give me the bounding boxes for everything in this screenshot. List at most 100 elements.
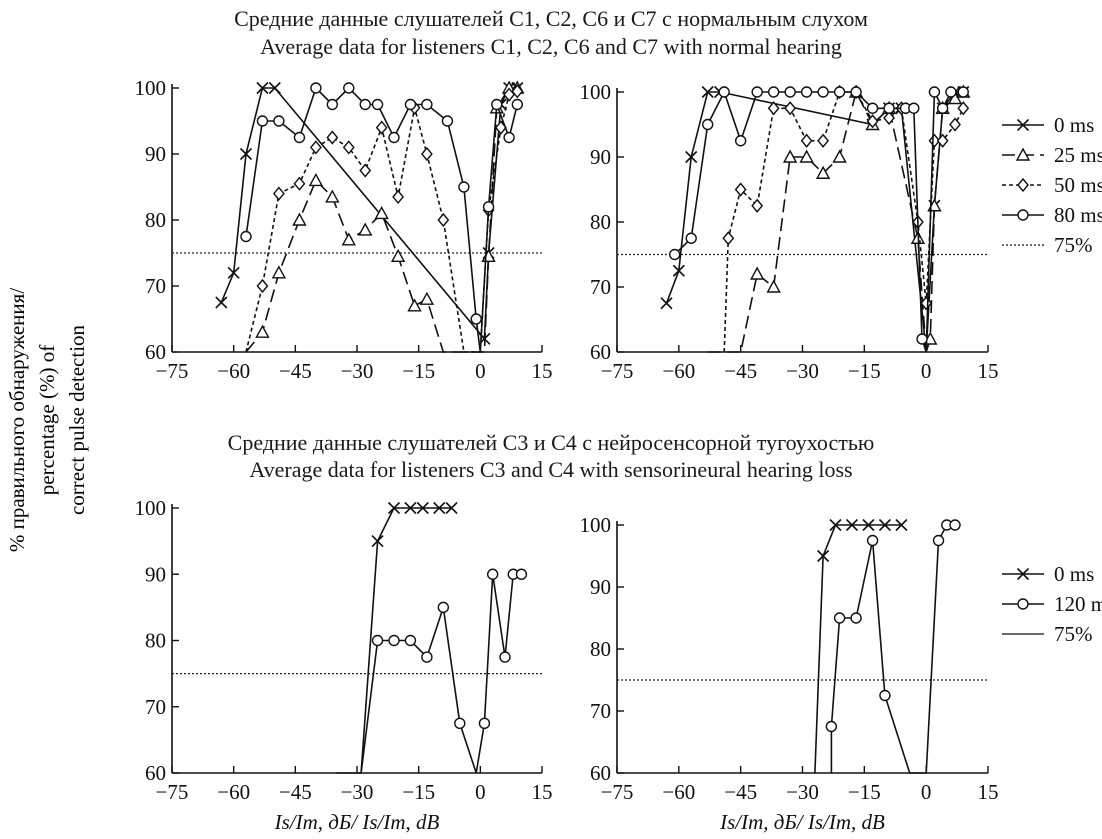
data-point — [734, 182, 747, 197]
data-point — [511, 98, 524, 111]
series-line — [245, 86, 519, 353]
data-point — [271, 265, 287, 279]
data-point — [832, 149, 847, 163]
x-tick-label: 0 — [921, 359, 932, 383]
ylabel-line-2: percentage (%) of — [35, 345, 59, 495]
data-point — [273, 115, 285, 127]
bottom-title-en: Average data for listeners C3 and C4 wit… — [249, 457, 853, 482]
data-point — [782, 149, 798, 163]
x-tick-label: −45 — [724, 780, 757, 804]
data-point — [404, 98, 417, 111]
legend-label: 75% — [1054, 233, 1093, 257]
top-title-en: Average data for listeners C1, C2, C6 an… — [260, 34, 842, 59]
x-tick-label: −15 — [848, 359, 881, 383]
y-tick-label: 90 — [145, 142, 166, 166]
data-point — [669, 248, 681, 261]
data-point — [256, 278, 269, 294]
data-point — [829, 518, 842, 532]
series-line — [707, 89, 964, 353]
legend-marker — [1015, 147, 1031, 161]
data-point — [866, 102, 879, 114]
data-point — [445, 501, 458, 515]
x-tick-label: −75 — [601, 359, 634, 383]
top-title-ru: Средние данные слушателей С1, С2, С6 и С… — [234, 6, 868, 31]
data-point — [388, 131, 400, 144]
data-point — [515, 568, 528, 580]
data-point — [866, 114, 879, 129]
data-point — [799, 149, 814, 163]
data-point — [458, 181, 470, 193]
y-tick-label: 80 — [590, 210, 611, 234]
data-point — [421, 651, 433, 663]
y-tick-label: 70 — [590, 275, 611, 299]
data-point — [784, 86, 796, 98]
data-point — [850, 612, 862, 624]
data-point — [947, 91, 963, 105]
x-tick-label: −60 — [217, 359, 250, 383]
y-tick-label: 100 — [135, 496, 167, 520]
legend-top: 0 ms 25 ms 50 ms 80 ms 75% — [1002, 113, 1102, 257]
data-point — [817, 549, 830, 563]
data-point — [503, 131, 515, 144]
data-point — [511, 84, 524, 99]
series-line — [830, 524, 955, 774]
data-point — [800, 86, 813, 98]
data-point — [920, 296, 933, 311]
data-point — [949, 117, 961, 132]
y-tick-label: 60 — [590, 761, 611, 785]
data-point — [359, 98, 371, 111]
data-point — [292, 212, 307, 226]
data-point — [342, 140, 355, 155]
data-point — [404, 634, 417, 647]
y-tick-label: 80 — [145, 629, 166, 653]
data-point — [388, 634, 400, 647]
data-point — [421, 98, 433, 111]
data-point — [358, 222, 373, 236]
data-point — [672, 264, 685, 277]
x-tick-label: −45 — [724, 359, 757, 383]
y-tick-label: 80 — [590, 637, 611, 661]
data-point — [766, 279, 781, 293]
data-point — [949, 519, 961, 531]
legend-label: 50 ms — [1054, 173, 1102, 197]
data-point — [390, 248, 406, 262]
data-point — [850, 86, 862, 98]
plot-top-left: −75 −60 −45 −30 −15 0 15 60 70 80 90 100 — [135, 76, 553, 383]
data-point — [916, 333, 928, 345]
bottom-title-ru: Средние данные слушателей С3 и С4 с нейр… — [227, 430, 875, 455]
data-point — [701, 85, 714, 99]
data-point — [310, 82, 322, 94]
data-point — [293, 176, 306, 191]
data-point — [375, 120, 388, 135]
data-point — [215, 296, 228, 309]
data-point — [503, 87, 516, 102]
data-point — [957, 101, 970, 116]
data-point — [722, 231, 735, 246]
data-point — [268, 81, 281, 95]
data-point — [928, 133, 941, 148]
y-tick-label: 100 — [580, 80, 612, 104]
data-point — [325, 189, 340, 203]
series-line — [814, 524, 902, 774]
x-tick-label: −30 — [341, 780, 374, 804]
data-point — [767, 86, 780, 98]
data-point — [482, 201, 495, 213]
data-point — [481, 248, 496, 262]
legend-marker — [1016, 118, 1030, 132]
x-tick-label: −75 — [156, 359, 189, 383]
data-point — [437, 601, 450, 614]
data-point — [660, 297, 673, 310]
data-point — [272, 186, 285, 201]
data-point — [308, 172, 324, 187]
x-tick-label: 15 — [532, 780, 553, 804]
y-tick-label: 60 — [590, 340, 611, 364]
x-tick-label: 15 — [978, 780, 999, 804]
data-point — [883, 110, 895, 126]
data-point — [371, 98, 384, 111]
data-point — [256, 115, 269, 127]
data-point — [416, 501, 429, 515]
x-tick-label: 15 — [532, 359, 553, 383]
series-line — [674, 89, 964, 353]
x-tick-label: 15 — [978, 359, 999, 383]
x-tick-label: −30 — [341, 359, 374, 383]
